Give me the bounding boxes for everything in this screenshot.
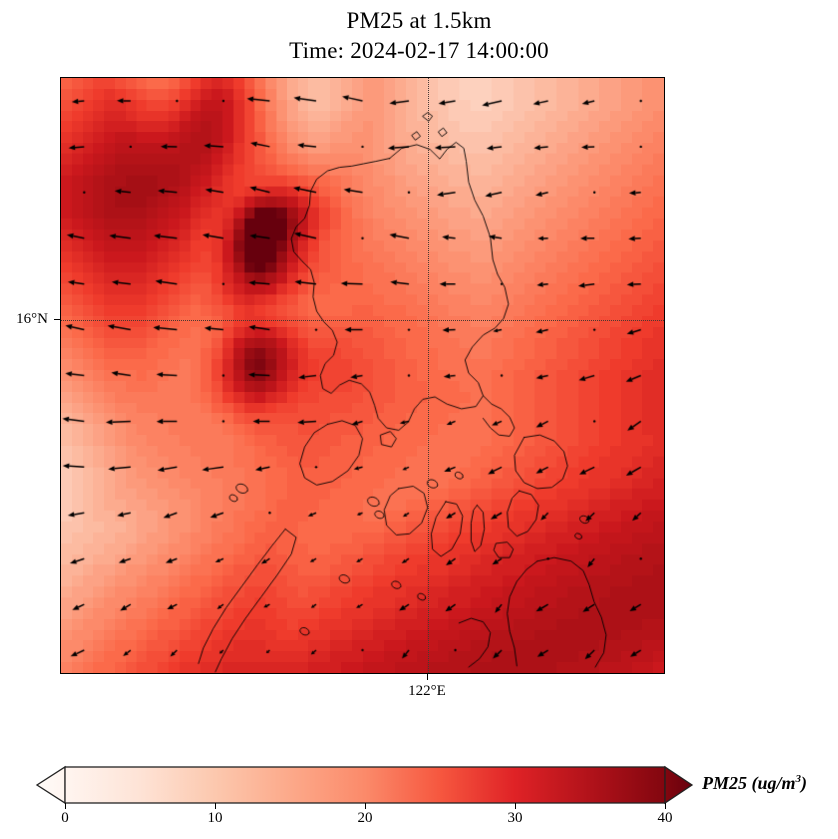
cbar-ticklabel-0: 0	[61, 810, 69, 826]
ytick-mark-16n	[54, 318, 60, 320]
figure-subtitle: Time: 2024-02-17 14:00:00	[289, 38, 549, 63]
colorbar-label: PM25 (ug/m3)	[702, 773, 807, 794]
cbar-tick-30	[515, 803, 517, 809]
colorbar-label-exponent: 3	[795, 773, 802, 785]
cbar-tick-40	[665, 803, 667, 809]
map-plot-area[interactable]	[60, 77, 665, 674]
colorbar-label-paren: )	[801, 773, 808, 793]
cbar-ticklabel-30: 30	[507, 810, 523, 826]
cbar-ticklabel-20: 20	[357, 810, 373, 826]
cbar-ticklabel-10: 10	[207, 810, 223, 826]
figure-title-block: PM25 at 1.5km Time: 2024-02-17 14:00:00	[0, 6, 838, 66]
cbar-ticklabel-40: 40	[657, 810, 673, 826]
colorbar-gradient	[35, 765, 694, 805]
xtick-label-122e: 122°E	[408, 683, 446, 699]
page-title: PM25 at 1.5km	[346, 8, 492, 33]
ytick-label-16n: 16°N	[16, 311, 48, 327]
xtick-mark-122e	[426, 674, 428, 680]
wind-vector-layer	[61, 78, 664, 673]
cbar-tick-20	[365, 803, 367, 809]
colorbar-label-text: PM25 (ug/m	[702, 773, 796, 793]
cbar-tick-10	[215, 803, 217, 809]
cbar-tick-0	[65, 803, 67, 809]
